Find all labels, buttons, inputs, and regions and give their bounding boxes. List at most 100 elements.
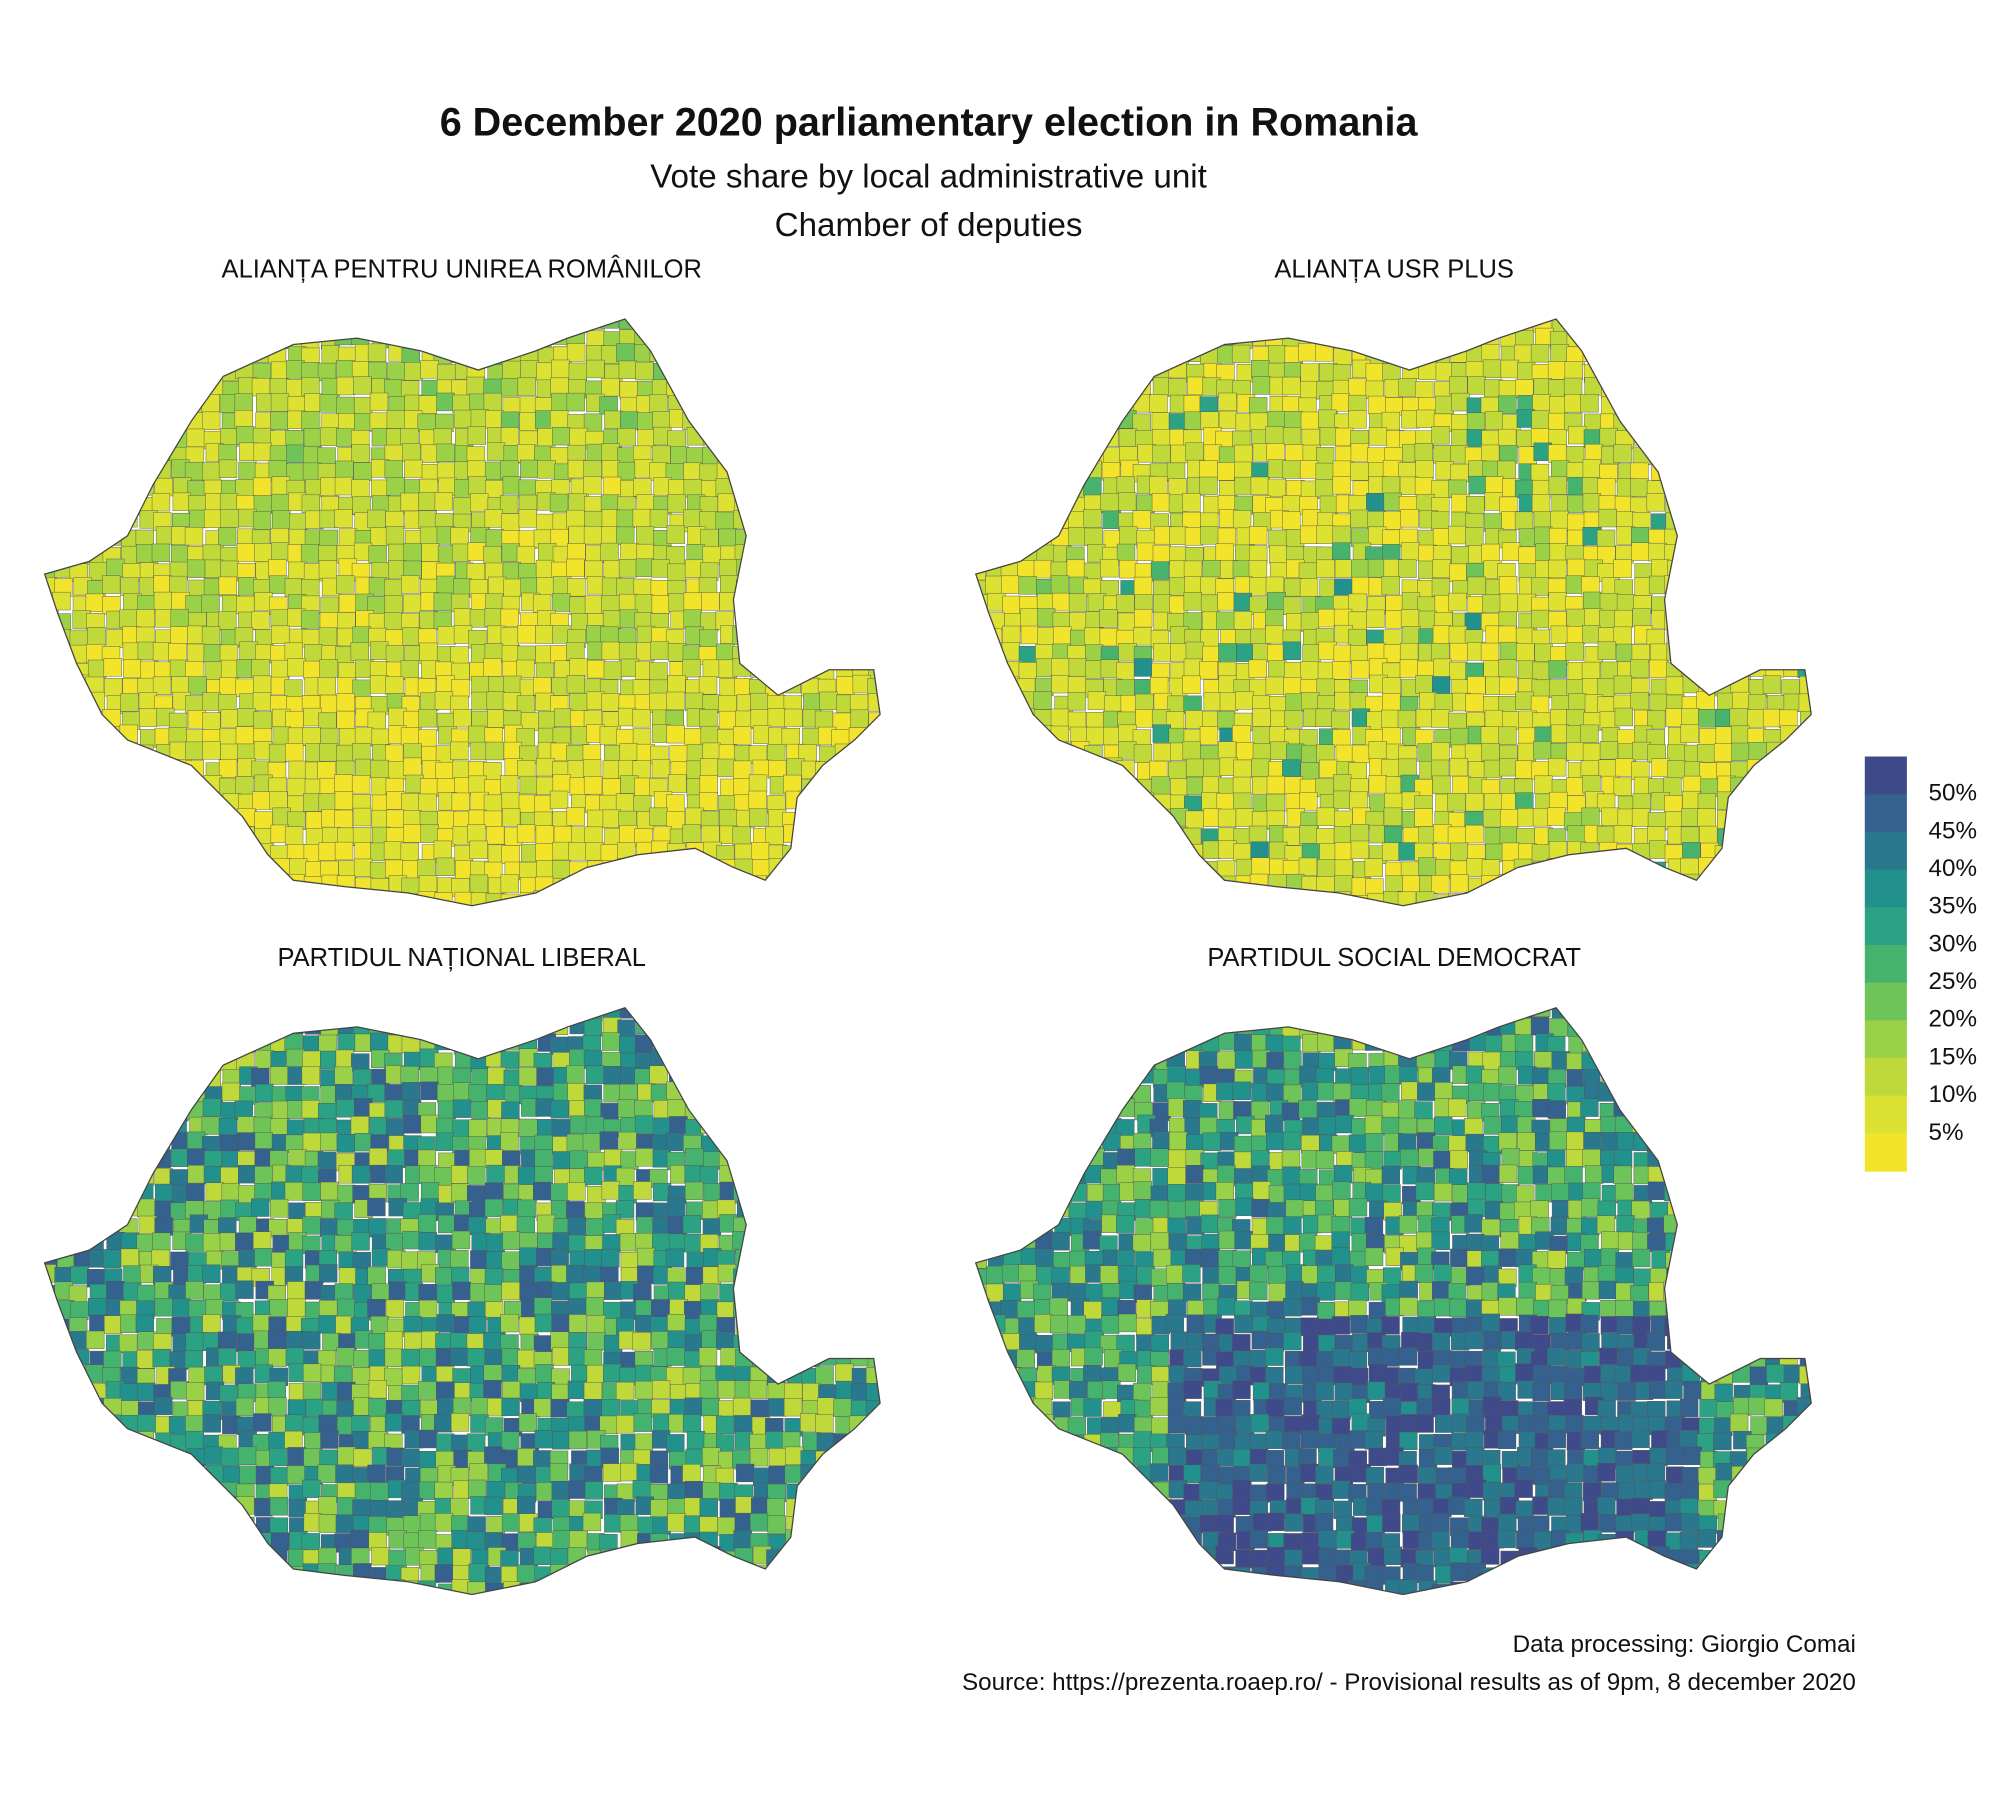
admin-unit xyxy=(1563,319,1583,330)
admin-unit xyxy=(834,1085,853,1104)
admin-unit xyxy=(1814,809,1832,827)
admin-unit xyxy=(1118,860,1137,879)
admin-unit xyxy=(1796,546,1812,566)
admin-unit xyxy=(301,411,320,430)
admin-unit xyxy=(320,1218,339,1237)
admin-unit xyxy=(868,1133,881,1153)
admin-unit xyxy=(717,859,737,878)
admin-unit xyxy=(1035,826,1054,845)
admin-unit xyxy=(56,1007,75,1022)
admin-unit xyxy=(835,1332,855,1352)
admin-unit xyxy=(1316,559,1335,578)
admin-unit xyxy=(89,477,108,496)
admin-unit xyxy=(317,761,336,780)
admin-unit xyxy=(1135,693,1154,713)
admin-unit xyxy=(750,576,769,595)
admin-unit xyxy=(1184,527,1204,546)
admin-unit xyxy=(270,1118,289,1137)
admin-unit xyxy=(1666,909,1684,927)
admin-unit xyxy=(136,1350,156,1369)
admin-unit xyxy=(220,1052,239,1071)
admin-unit xyxy=(715,511,734,531)
admin-unit xyxy=(975,547,989,566)
admin-unit xyxy=(471,1101,490,1120)
admin-unit xyxy=(502,808,521,827)
admin-unit xyxy=(750,546,770,566)
admin-unit xyxy=(1500,809,1519,828)
admin-unit xyxy=(71,545,90,564)
admin-unit xyxy=(1300,661,1319,680)
admin-unit xyxy=(1219,319,1238,330)
admin-unit xyxy=(1798,811,1812,831)
admin-unit xyxy=(1315,778,1334,797)
admin-unit xyxy=(784,610,803,629)
admin-unit xyxy=(1483,893,1502,906)
admin-unit xyxy=(1514,875,1533,895)
admin-unit xyxy=(566,674,586,694)
admin-unit xyxy=(151,543,171,563)
admin-unit xyxy=(237,893,256,906)
admin-unit xyxy=(1763,378,1782,397)
admin-unit xyxy=(666,691,685,711)
admin-unit xyxy=(733,778,752,797)
admin-unit xyxy=(44,344,55,363)
admin-unit xyxy=(649,807,668,826)
admin-unit xyxy=(1480,726,1500,745)
admin-unit xyxy=(1235,319,1254,332)
admin-unit xyxy=(569,1150,588,1169)
admin-unit xyxy=(351,1165,371,1184)
admin-unit xyxy=(469,874,489,893)
admin-unit xyxy=(852,1098,871,1117)
admin-unit xyxy=(1581,807,1600,826)
admin-unit xyxy=(1549,709,1569,728)
admin-unit xyxy=(975,675,990,694)
admin-unit xyxy=(352,679,371,698)
admin-unit xyxy=(73,1050,92,1069)
admin-unit xyxy=(1054,496,1073,515)
admin-unit xyxy=(285,1165,304,1184)
admin-unit xyxy=(834,393,854,412)
admin-unit xyxy=(54,414,73,433)
admin-unit xyxy=(1381,411,1401,431)
admin-unit xyxy=(220,1166,239,1186)
admin-unit xyxy=(320,1017,339,1036)
admin-unit xyxy=(702,742,721,762)
admin-unit xyxy=(867,725,881,745)
admin-unit xyxy=(44,430,58,449)
admin-unit xyxy=(865,1331,881,1350)
admin-unit xyxy=(987,741,1007,760)
admin-unit xyxy=(44,394,55,414)
admin-unit xyxy=(753,330,772,349)
admin-unit xyxy=(1732,328,1752,347)
admin-unit xyxy=(70,1301,89,1320)
admin-unit xyxy=(817,795,836,815)
admin-unit xyxy=(1568,693,1587,712)
admin-unit xyxy=(883,1236,901,1254)
admin-unit xyxy=(1682,790,1701,810)
admin-unit xyxy=(136,409,156,429)
admin-unit xyxy=(453,409,473,429)
admin-unit xyxy=(103,809,122,828)
admin-unit xyxy=(649,394,668,413)
admin-unit xyxy=(44,1185,55,1205)
admin-unit xyxy=(850,378,869,397)
admin-unit xyxy=(1104,842,1123,862)
admin-unit xyxy=(867,857,881,876)
admin-unit xyxy=(1117,344,1136,364)
admin-unit xyxy=(335,1049,354,1068)
admin-unit xyxy=(1333,790,1352,810)
admin-unit xyxy=(1034,725,1053,744)
admin-unit xyxy=(833,378,852,397)
map-panel xyxy=(44,1007,901,1596)
admin-unit xyxy=(736,891,755,906)
admin-unit xyxy=(602,1007,622,1018)
admin-unit xyxy=(120,1031,139,1051)
admin-unit xyxy=(319,1264,338,1283)
admin-unit xyxy=(798,1020,817,1039)
admin-unit xyxy=(834,1007,853,1018)
admin-unit xyxy=(188,794,207,814)
admin-unit xyxy=(504,907,522,925)
admin-unit xyxy=(1649,693,1668,713)
admin-unit xyxy=(1699,463,1718,482)
admin-unit xyxy=(1613,559,1632,578)
